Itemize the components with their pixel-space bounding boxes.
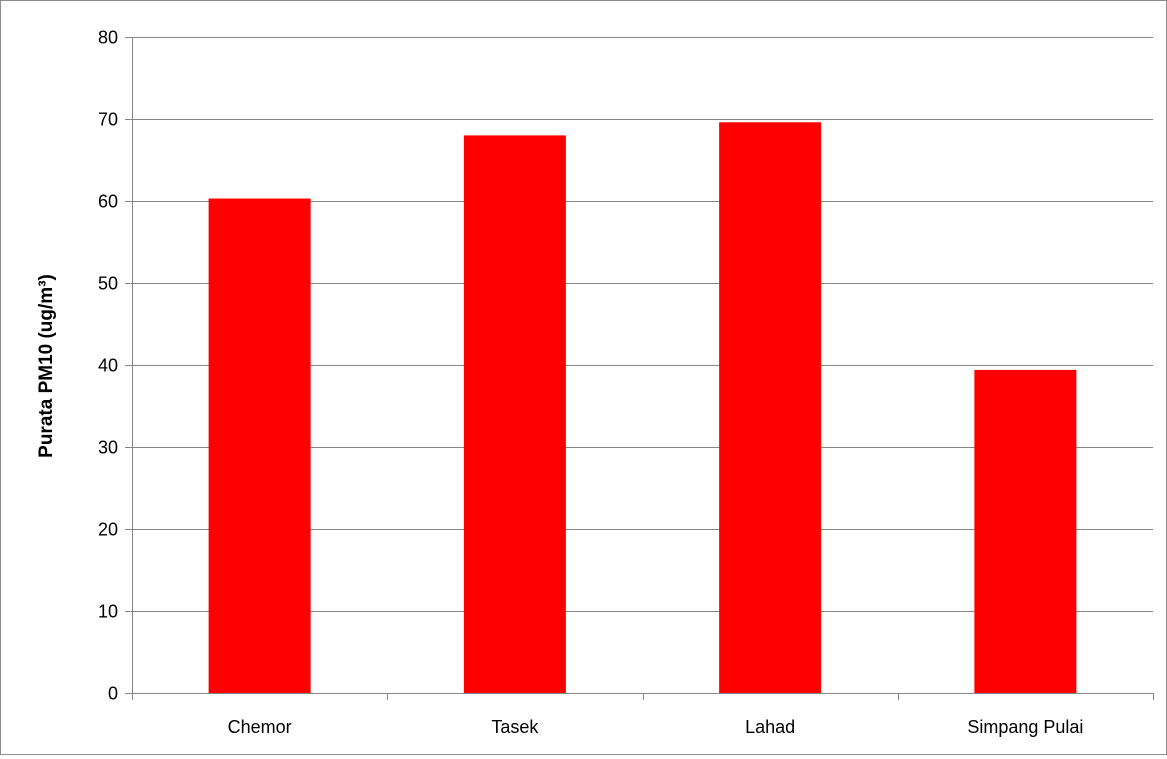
y-tick-label: 60 xyxy=(98,192,118,212)
bar xyxy=(974,369,1077,693)
y-tick-label: 70 xyxy=(98,110,118,130)
y-tick-label: 10 xyxy=(98,602,118,622)
x-tick-label: Chemor xyxy=(228,717,292,737)
y-tick-label: 20 xyxy=(98,520,118,540)
x-tick-label: Simpang Pulai xyxy=(967,717,1083,737)
bars xyxy=(208,122,1077,694)
x-tick-label: Tasek xyxy=(491,717,539,737)
bar xyxy=(463,135,566,693)
axes xyxy=(125,37,1154,700)
y-tick-label: 80 xyxy=(98,28,118,48)
y-axis-title: Purata PM10 (ug/m³) xyxy=(36,274,57,458)
bar xyxy=(719,122,822,693)
y-tick-label: 40 xyxy=(98,356,118,376)
x-tick-label: Lahad xyxy=(745,717,795,737)
bar xyxy=(208,198,311,694)
y-tick-label: 30 xyxy=(98,438,118,458)
y-tick-label: 50 xyxy=(98,274,118,294)
y-tick-labels: 0 10 20 30 40 50 60 70 80 xyxy=(98,28,118,704)
x-tick-labels: Chemor Tasek Lahad Simpang Pulai xyxy=(228,717,1084,737)
y-tick-label: 0 xyxy=(108,684,118,704)
